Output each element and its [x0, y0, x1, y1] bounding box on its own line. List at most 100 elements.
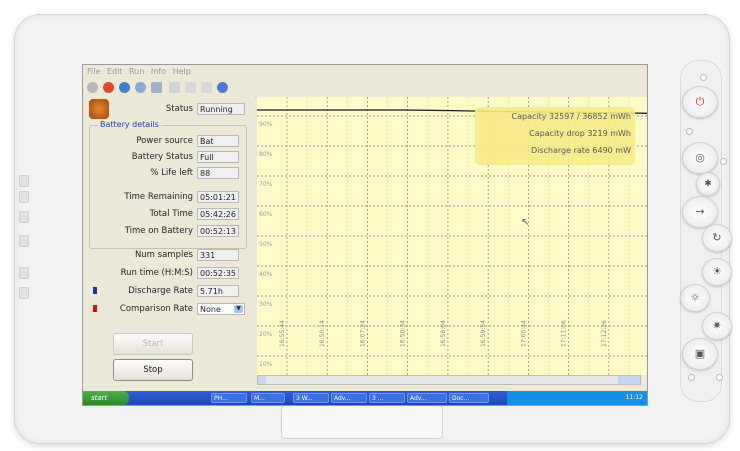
scroll-left-icon[interactable]: [258, 376, 266, 384]
menu-help[interactable]: Help: [172, 67, 191, 76]
start-button-taskbar[interactable]: start: [83, 391, 129, 405]
taskbar-item[interactable]: 3 ...: [369, 393, 405, 403]
menu-bar: File Edit Run Info Help: [83, 65, 647, 79]
side-button[interactable]: [19, 235, 29, 247]
comparison-rate-select[interactable]: None ▼: [197, 303, 245, 315]
export-icon[interactable]: [185, 82, 196, 93]
battery-status-label: Battery Status: [131, 152, 193, 162]
taskbar-item[interactable]: Adv...: [331, 393, 367, 403]
y-tick-label: 40%: [259, 271, 273, 278]
discharge-rate-value: 5.71h: [197, 285, 239, 297]
power-source-value: Bat: [197, 135, 239, 147]
menu-info[interactable]: Info: [150, 67, 167, 76]
life-left-label: % Life left: [150, 168, 193, 178]
indicator-light: [686, 128, 693, 135]
help-icon[interactable]: [217, 82, 228, 93]
menu-edit[interactable]: Edit: [106, 67, 123, 76]
discharge-marker: [93, 287, 97, 294]
info-icon[interactable]: [135, 82, 146, 93]
record-icon[interactable]: [87, 82, 98, 93]
time-on-battery-value: 00:52:13: [197, 225, 239, 237]
window-icon[interactable]: [151, 82, 162, 93]
taskbar-item[interactable]: PH...: [211, 393, 247, 403]
brightness-down-icon[interactable]: ☼: [680, 284, 710, 312]
x-tick-label: 17:12:26: [601, 320, 608, 347]
chevron-down-icon[interactable]: ▼: [234, 305, 243, 313]
side-button[interactable]: [19, 287, 29, 299]
run-time-value: 00:52:35: [197, 267, 239, 279]
total-time-value: 05:42:26: [197, 208, 239, 220]
comparison-rate-label: Comparison Rate: [119, 304, 193, 314]
side-button[interactable]: [19, 211, 29, 223]
side-button[interactable]: [19, 191, 29, 203]
y-tick-label: 60%: [259, 211, 273, 218]
time-remaining-label: Time Remaining: [124, 192, 193, 202]
life-left-value: 88: [197, 167, 239, 179]
settings-icon[interactable]: [201, 82, 212, 93]
x-tick-label: 16:58:04: [440, 320, 447, 347]
status-row: Status Running: [83, 103, 255, 116]
taskbar-item[interactable]: Doc...: [449, 393, 489, 403]
total-time-row: Total Time 05:42:26: [83, 208, 255, 221]
chart-horizontal-scrollbar[interactable]: [257, 375, 641, 385]
taskbar-item[interactable]: 3 W...: [293, 393, 329, 403]
chart-info-box: Capacity 32597 / 36852 mWh Capacity drop…: [475, 107, 635, 165]
toolbar: [83, 79, 647, 98]
battery-status-value: Full: [197, 151, 239, 163]
total-time-label: Total Time: [149, 209, 193, 219]
capacity-drop-info: Capacity drop 3219 mWh: [529, 129, 631, 138]
comparison-rate-value: None: [200, 305, 221, 314]
side-button[interactable]: [19, 267, 29, 279]
indicator-light: [716, 374, 723, 381]
camera-icon[interactable]: ✷: [702, 312, 732, 340]
x-tick-label: 17:00:44: [520, 320, 527, 347]
y-tick-label: 80%: [259, 151, 273, 158]
power-icon[interactable]: ⏻: [682, 86, 718, 118]
taskbar-item[interactable]: M...: [251, 393, 285, 403]
battery-status-row: Battery Status Full: [83, 151, 255, 164]
comparison-marker: [93, 305, 97, 312]
rotate-icon[interactable]: ↻: [702, 224, 732, 252]
start-button[interactable]: Start: [113, 333, 193, 355]
bottom-bezel-button[interactable]: [281, 405, 443, 439]
indicator-light: [720, 158, 727, 165]
x-tick-label: 17:11:06: [561, 320, 568, 347]
chart-svg: 90% 80% 70% 60% 50% 40% 30% 20% 10% 16:55:44 16:50…: [257, 97, 647, 375]
brightness-up-icon[interactable]: ☀: [702, 258, 732, 286]
status-label: Status: [165, 104, 193, 114]
stop-button[interactable]: Stop: [113, 359, 193, 381]
card-icon[interactable]: ▣: [682, 338, 718, 370]
power-source-row: Power source Bat: [83, 135, 255, 148]
x-tick-label: 16:55:44: [279, 320, 286, 347]
time-on-battery-label: Time on Battery: [124, 226, 193, 236]
enter-icon[interactable]: →: [682, 196, 718, 228]
y-tick-label: 30%: [259, 301, 273, 308]
taskbar-item[interactable]: Adv...: [407, 393, 447, 403]
num-samples-value: 331: [197, 249, 239, 261]
battery-details-group: Battery details: [89, 120, 247, 249]
side-button[interactable]: [19, 175, 29, 187]
y-tick-label: 50%: [259, 241, 273, 248]
bluetooth-icon[interactable]: ✱: [696, 172, 720, 196]
discharge-chart: 90% 80% 70% 60% 50% 40% 30% 20% 10% 16:55:44 16:50…: [257, 97, 647, 375]
power-source-label: Power source: [136, 136, 193, 146]
time-remaining-value: 05:01:21: [197, 191, 239, 203]
stop-icon[interactable]: [103, 82, 114, 93]
scroll-thumb[interactable]: [618, 376, 640, 384]
battery-details-title: Battery details: [98, 120, 161, 129]
menu-run[interactable]: Run: [128, 67, 145, 76]
num-samples-row: Num samples 331: [83, 249, 255, 262]
battery-icon[interactable]: [119, 82, 130, 93]
status-value: Running: [197, 103, 245, 115]
capacity-info: Capacity 32597 / 36852 mWh: [511, 112, 632, 121]
app-logo-icon: [89, 99, 109, 119]
time-on-battery-row: Time on Battery 00:52:13: [83, 225, 255, 238]
y-tick-label: 70%: [259, 181, 273, 188]
menu-file[interactable]: File: [87, 67, 101, 76]
wifi-icon[interactable]: ◎: [682, 142, 718, 174]
run-time-label: Run time (H:M:S): [120, 268, 193, 278]
screen: File Edit Run Info Help Status Running B…: [82, 64, 648, 406]
x-tick-label: 16:07:24: [359, 320, 366, 347]
chart-icon[interactable]: [169, 82, 180, 93]
clock: 11:12: [625, 394, 643, 401]
